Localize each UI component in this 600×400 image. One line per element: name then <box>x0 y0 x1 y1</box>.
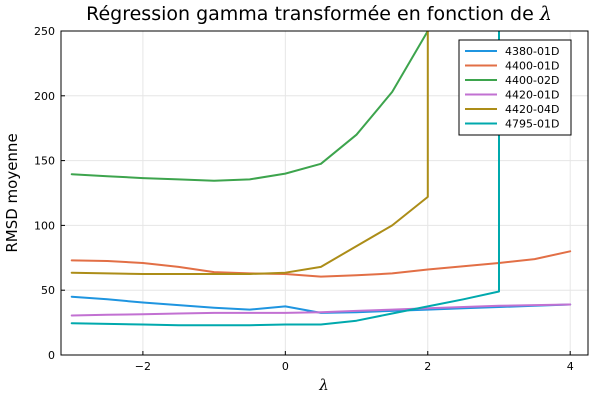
series-line-4400-02D <box>70 31 429 182</box>
y-tick-label: 150 <box>34 155 55 168</box>
legend-box <box>458 39 572 136</box>
tick-labels: −2 0 2 4 0 50 100 150 200 250 <box>34 25 574 373</box>
y-tick-label: 250 <box>34 25 55 38</box>
legend-label: 4420-01D <box>505 89 559 102</box>
legend-label: 4420-04D <box>505 103 559 116</box>
legend-label: 4380-01D <box>505 45 559 58</box>
legend-label: 4795-01D <box>505 118 559 131</box>
series-line-4420-01D <box>70 303 572 317</box>
series-line-4400-01D <box>70 250 572 278</box>
x-tick-label: −2 <box>135 360 151 373</box>
y-tick-label: 200 <box>34 90 55 103</box>
y-axis-label: RMSD moyenne <box>3 133 21 252</box>
series-line-4795-01D <box>70 31 500 327</box>
x-tick-label: 4 <box>567 360 574 373</box>
legend-label: 4400-01D <box>505 60 559 73</box>
y-tick-label: 100 <box>34 219 55 232</box>
series-lines <box>70 31 572 327</box>
x-tick-label: 0 <box>282 360 289 373</box>
x-tick-label: 2 <box>424 360 431 373</box>
series-line-4420-04D <box>70 31 429 275</box>
chart-title: Régression gamma transformée en fonction… <box>86 3 552 25</box>
plot-frame <box>60 30 589 356</box>
y-tick-label: 0 <box>48 349 55 362</box>
series-line-4380-01D <box>70 295 572 314</box>
x-axis-label: λ <box>318 376 329 394</box>
y-tick-label: 50 <box>41 284 55 297</box>
legend-label: 4400-02D <box>505 74 559 87</box>
